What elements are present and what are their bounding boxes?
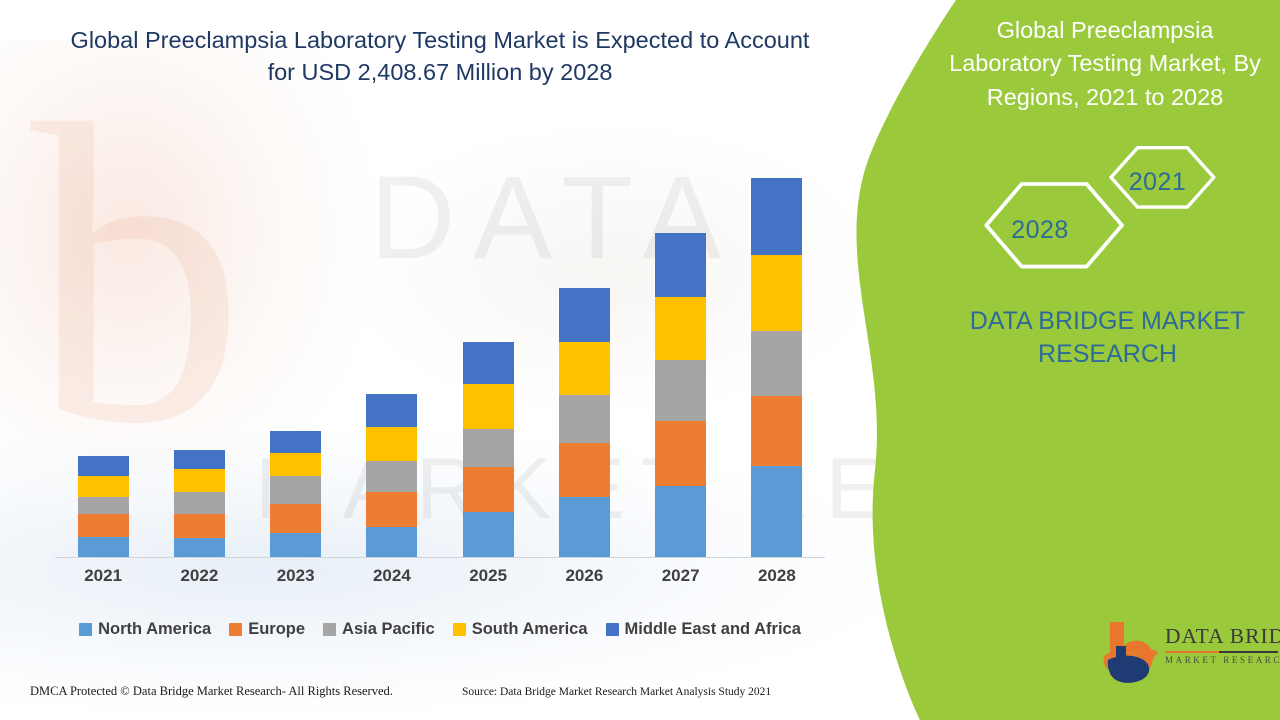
x-axis-label: 2023 — [276, 566, 315, 585]
legend-swatch-icon — [323, 622, 337, 636]
logo-title: DATA BRIDGE — [1165, 624, 1280, 648]
bar-segment[interactable] — [558, 497, 610, 557]
bar-segment[interactable] — [751, 255, 803, 332]
chart-legend: North America Europe Asia Pacific South Ame… — [55, 616, 825, 642]
bar-segment[interactable] — [77, 475, 129, 498]
bar-segment[interactable] — [751, 465, 803, 557]
bar-segment[interactable] — [270, 453, 322, 476]
bar-segment[interactable] — [366, 394, 418, 427]
bar-segment[interactable] — [270, 431, 322, 454]
bar-segment[interactable] — [173, 492, 225, 515]
x-axis-label: 2028 — [757, 566, 796, 585]
bar-segment[interactable] — [558, 341, 610, 396]
logo-subtitle: MARKET RESEARCH — [1165, 655, 1280, 665]
bar-segment[interactable] — [655, 296, 707, 360]
logo-divider — [1165, 651, 1278, 653]
bar-segment[interactable] — [270, 532, 322, 557]
legend-item[interactable]: Europe — [229, 620, 305, 639]
bar-column[interactable] — [655, 232, 707, 557]
bar-column[interactable] — [173, 450, 225, 557]
bar-segment[interactable] — [77, 536, 129, 557]
page-title: Global Preeclampsia Laboratory Testing M… — [70, 27, 810, 86]
bar-segment[interactable] — [173, 514, 225, 538]
bar-segment[interactable] — [173, 537, 225, 557]
legend-label: Asia Pacific — [342, 619, 435, 638]
legend-item[interactable]: Asia Pacific — [323, 620, 435, 639]
bar-segment[interactable] — [751, 178, 803, 256]
bar-segment[interactable] — [366, 526, 418, 557]
bar-segment[interactable] — [173, 468, 225, 492]
legend-swatch-icon — [229, 622, 243, 636]
bar-segment[interactable] — [655, 359, 707, 421]
x-axis-label: 2026 — [565, 566, 604, 585]
x-axis-label: 2021 — [84, 566, 123, 585]
legend-swatch-icon — [452, 622, 466, 636]
hex-label-2028: 2028 — [1011, 216, 1069, 244]
x-axis-label: 2027 — [661, 566, 700, 585]
x-axis-label: 2025 — [469, 566, 508, 585]
bar-segment[interactable] — [77, 497, 129, 515]
bar-segment[interactable] — [462, 512, 514, 557]
legend-swatch-icon — [605, 622, 619, 636]
bar-column[interactable] — [366, 394, 418, 557]
bar-segment[interactable] — [462, 384, 514, 429]
x-axis-line — [55, 557, 825, 558]
data-bridge-logo: DATA BRIDGE MARKET RESEARCH — [1100, 612, 1280, 692]
legend-swatch-icon — [79, 622, 93, 636]
legend-item[interactable]: South America — [452, 619, 588, 639]
bar-segment[interactable] — [751, 396, 803, 466]
green-panel-content: Global Preeclampsia Laboratory Testing M… — [820, 0, 1280, 720]
bar-column[interactable] — [751, 178, 803, 557]
bar-column[interactable] — [77, 456, 129, 557]
bar-column[interactable] — [270, 431, 322, 557]
legend-label: South America — [471, 619, 588, 638]
footer-source: Source: Data Bridge Market Research Mark… — [462, 686, 772, 698]
hexagon-badges: 2028 2021 — [950, 140, 1260, 300]
bar-segment[interactable] — [462, 341, 514, 385]
bar-segment[interactable] — [270, 504, 322, 533]
bar-segment[interactable] — [462, 466, 514, 513]
legend-item[interactable]: Middle East and Africa — [605, 619, 801, 639]
bar-segment[interactable] — [558, 443, 610, 498]
bar-column[interactable] — [558, 287, 610, 557]
bar-segment[interactable] — [77, 456, 129, 476]
panel-title: Global Preeclampsia Laboratory Testing M… — [949, 17, 1261, 110]
hex-label-2021: 2021 — [1128, 168, 1187, 196]
bar-segment[interactable] — [462, 428, 514, 467]
brand-name: DATA BRIDGE MARKET RESEARCH — [969, 307, 1246, 368]
bar-segment[interactable] — [655, 420, 707, 486]
bar-segment[interactable] — [270, 475, 322, 505]
chart-plot-area — [55, 170, 825, 558]
bar-segment[interactable] — [366, 460, 418, 492]
legend-item[interactable]: North America — [79, 620, 211, 639]
bar-segment[interactable] — [558, 287, 610, 342]
bar-segment[interactable] — [366, 426, 418, 461]
legend-label: Middle East and Africa — [624, 619, 801, 638]
legend-label: North America — [98, 619, 212, 638]
bar-segment[interactable] — [173, 450, 225, 469]
bar-group — [55, 170, 825, 557]
bar-segment[interactable] — [558, 395, 610, 444]
bar-segment[interactable] — [655, 485, 707, 557]
logo-mark-icon — [1103, 622, 1158, 683]
legend-label: Europe — [248, 619, 306, 638]
x-axis-label: 2022 — [180, 566, 219, 585]
x-axis-label: 2024 — [372, 566, 411, 585]
bar-segment[interactable] — [751, 331, 803, 397]
bar-segment[interactable] — [77, 514, 129, 537]
x-axis-labels: 2021 2022 2023 2024 2025 2026 2027 2028 — [55, 566, 825, 596]
bar-segment[interactable] — [655, 232, 707, 297]
bar-segment[interactable] — [366, 491, 418, 527]
bar-column[interactable] — [462, 341, 514, 557]
footer-copyright: DMCA Protected © Data Bridge Market Rese… — [30, 684, 393, 698]
